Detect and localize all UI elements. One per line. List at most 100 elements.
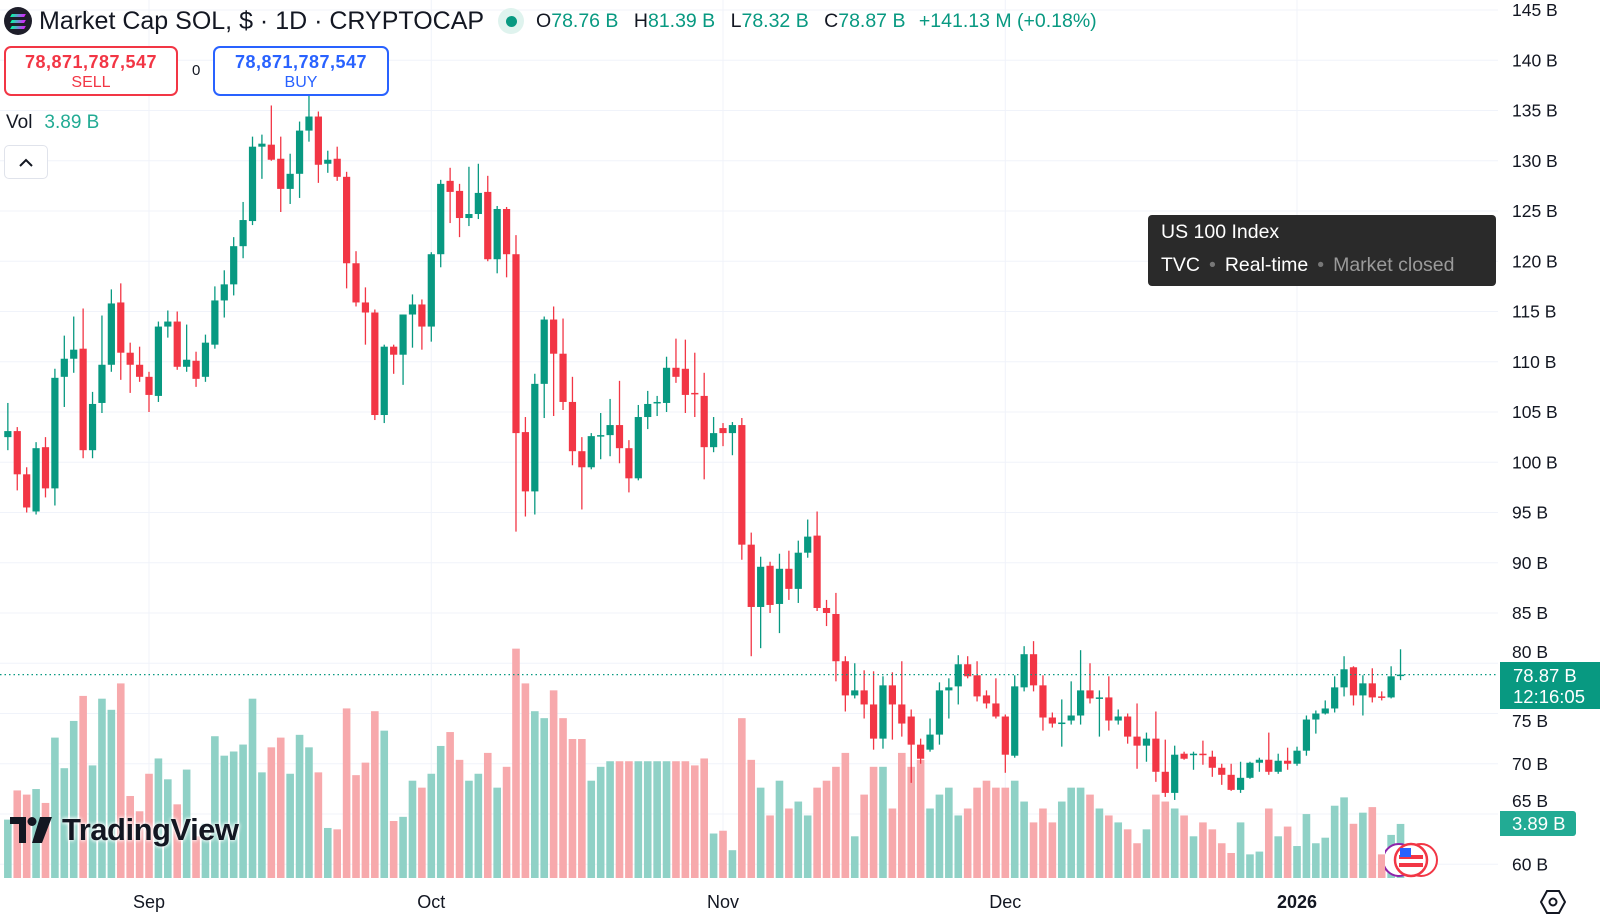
volume-bar [107,709,116,878]
last-price-badge: 78.87 B 12:16:05 [1500,662,1600,709]
volume-bar [135,811,144,878]
candle-body [380,346,388,416]
candle-body [201,342,210,377]
price-tick-label: 100 B [1512,452,1558,472]
candle-body [1152,738,1160,772]
volume-bar [239,744,247,878]
settings-icon[interactable] [1540,889,1566,915]
time-tick-label: 2026 [1277,892,1317,912]
sell-button[interactable]: 78,871,787,547 SELL [4,46,178,96]
candle-body [371,312,379,416]
symbol-title[interactable]: Market Cap SOL, $ · 1D · CRYPTOCAP [39,6,485,35]
volume-bar [1321,837,1330,878]
volume-bar [182,769,191,878]
collapse-legend-button[interactable] [4,145,48,179]
candle-body [1302,719,1311,751]
volume-bar [738,718,746,878]
candle-body [1199,753,1207,756]
volume-bar [963,808,972,878]
volume-bar [1199,822,1207,878]
candle-body [258,143,266,147]
time-axis[interactable]: Sep Oct Nov Dec 2026 [133,892,1317,912]
price-tick-label: 85 B [1512,603,1548,623]
us-flag-events-icon[interactable] [1385,842,1439,878]
candle-body [390,346,398,355]
candle-body [1105,697,1113,721]
candle-body [277,158,285,189]
candle-body [135,364,144,377]
candle-body [1171,754,1179,793]
candle-body [625,448,633,479]
volume-value: 3.89 B [44,112,100,133]
candle-body [1001,716,1009,755]
price-tick-label: 75 B [1512,711,1548,731]
candle-body [615,425,624,449]
time-tick-label: Nov [707,892,739,912]
volume-bar [79,695,87,878]
price-axis[interactable]: 145 B 140 B 135 B 130 B 125 B 120 B 115 B 110 B… [1512,0,1558,874]
volume-bar [992,787,1000,878]
volume-bar [1048,822,1057,878]
price-tick-label: 105 B [1512,402,1558,422]
volume-bar [549,690,558,878]
candle-body [869,704,878,739]
candle-body [700,395,708,448]
candle-body [738,425,746,545]
candle-body [267,144,275,160]
volume-bar [1142,829,1151,878]
candle-body [540,319,548,384]
buy-button[interactable]: 78,871,787,547 BUY [213,46,389,96]
candle-body [822,607,831,613]
volume-bar [785,808,793,878]
volume-bar [578,739,586,878]
price-tick-label: 115 B [1512,302,1556,322]
volume-legend[interactable]: Vol 3.89 B [6,112,99,134]
volume-bar [1020,801,1028,878]
ohlc-values: O78.76 B H81.39 B L78.32 B C78.87 B +141… [536,10,1097,33]
candle-body [145,376,153,395]
tradingview-logo[interactable]: TradingView [10,812,239,848]
candle-body [1142,738,1151,746]
price-tick-label: 125 B [1512,201,1558,221]
volume-bar [1349,823,1358,878]
volume-bar [888,808,897,878]
candle-body [248,146,257,222]
volume-bar [314,772,323,878]
candle-body [1321,708,1329,714]
candle-body [1236,777,1245,790]
close-value: 78.87 B [838,9,906,32]
candle-body [239,220,247,247]
volume-bar [408,780,417,878]
volume-bar [380,730,389,878]
volume-bar [98,698,106,878]
market-status-icon[interactable] [498,8,525,34]
volume-bar [1227,852,1235,878]
volume-bar [634,761,643,878]
candle-body [333,158,341,177]
volume-bar [709,833,718,878]
volume-bar [982,780,991,878]
candle-body [568,401,577,452]
candle-body [879,685,887,739]
volume-bar [465,780,473,878]
candle-body [427,254,435,327]
volume-bar [60,768,69,878]
volume-bar [4,819,12,878]
volume-bar [898,752,906,878]
candle-body [484,191,492,260]
volume-bar [1302,814,1311,878]
volume-bar [1312,843,1320,878]
volume-bar [1114,822,1123,878]
volume-bar [832,766,840,878]
candles [4,94,1405,800]
candle-body [945,687,953,691]
candle-body [41,447,50,489]
candle-body [1293,750,1301,764]
candle-body [437,183,445,255]
candle-body [597,435,605,437]
close-label: C [824,9,839,32]
time-tick-label: Oct [417,892,445,912]
volume-bar [1246,854,1254,878]
candle-body [1011,686,1019,756]
